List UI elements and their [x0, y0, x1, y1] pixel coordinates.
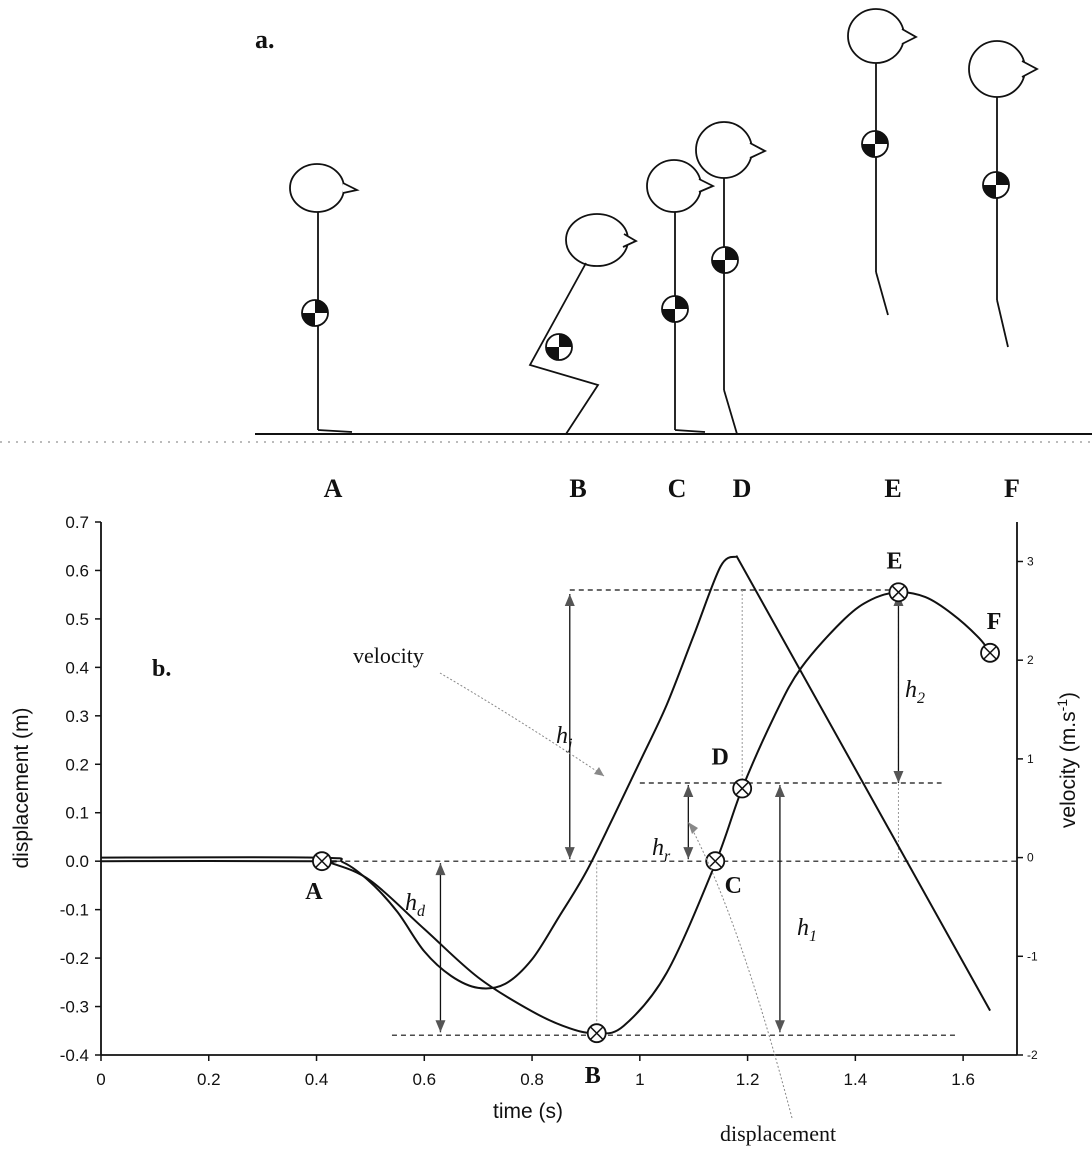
velocity-pointer	[439, 672, 605, 777]
x-tick-label: 1	[635, 1070, 644, 1089]
displacement-pointer	[689, 824, 793, 1119]
center-of-mass-icon	[861, 130, 889, 158]
position-label-c: C	[668, 474, 687, 503]
center-of-mass-icon	[661, 295, 689, 323]
y-tick-label: -0.2	[60, 949, 89, 968]
position-label-f: F	[1004, 474, 1020, 503]
position-label-b: B	[569, 474, 586, 503]
x-tick-label: 1.6	[951, 1070, 975, 1089]
y2-tick-label: -1	[1027, 949, 1038, 963]
x-tick-label: 1.2	[736, 1070, 760, 1089]
event-point-a: A	[305, 851, 332, 905]
panel-b-chart: 0 0.2 0.4 0.6 0.8 1 1.2 1.4 1.6 -0.4 -0.3 -0.2 -0.1…	[10, 513, 1080, 1146]
hj-arrow	[564, 594, 575, 860]
h1-arrow	[774, 785, 785, 1033]
y2-tick-label: 2	[1027, 653, 1034, 667]
x-ticks: 0 0.2 0.4 0.6 0.8 1 1.2 1.4 1.6	[96, 1055, 975, 1089]
position-label-e: E	[884, 474, 901, 503]
y2-tick-label: 3	[1027, 554, 1034, 568]
x-tick-label: 0.8	[520, 1070, 544, 1089]
y-tick-label: 0.5	[65, 610, 89, 629]
h2-symbol: h2	[905, 677, 925, 707]
panel-a-stick-figures: a.	[0, 8, 1092, 503]
y-tick-label: 0.2	[65, 755, 89, 774]
y2-axis-label: velocity (m.s-1)	[1054, 692, 1080, 828]
y-tick-label: 0.7	[65, 513, 89, 532]
event-point-b: B	[585, 1023, 607, 1089]
h2-arrow	[893, 594, 904, 783]
x-axis-label: time (s)	[493, 1100, 563, 1123]
y-tick-label: -0.4	[60, 1046, 89, 1065]
panel-a-title: a.	[255, 25, 275, 54]
event-points: A B C D E F	[305, 548, 1001, 1089]
y-tick-label: -0.1	[60, 901, 89, 920]
y-tick-label: 0.1	[65, 804, 89, 823]
y-tick-label: 0.3	[65, 707, 89, 726]
event-point-label: D	[712, 745, 729, 771]
y-axis-label: displacement (m)	[10, 707, 33, 868]
y-ticks-left: -0.4 -0.3 -0.2 -0.1 0.0 0.1 0.2 0.3 0.4 0.5 0.6 0.7	[60, 513, 101, 1065]
event-point-e: E	[886, 548, 909, 603]
event-point-label: E	[886, 548, 902, 574]
figure-b	[528, 213, 638, 435]
x-tick-label: 1.4	[844, 1070, 868, 1089]
center-of-mass-icon	[545, 333, 573, 361]
hr-symbol: hr	[652, 835, 671, 865]
center-of-mass-icon	[301, 299, 329, 327]
x-tick-label: 0.6	[412, 1070, 436, 1089]
y-tick-label: -0.3	[60, 998, 89, 1017]
y2-tick-label: 0	[1027, 851, 1034, 865]
y-tick-label: 0.6	[65, 561, 89, 580]
center-of-mass-icon	[711, 246, 739, 274]
figure-c	[646, 159, 716, 433]
event-point-label: A	[305, 879, 323, 905]
position-label-d: D	[733, 474, 752, 503]
event-point-c: C	[705, 851, 742, 899]
figure-a	[289, 163, 360, 433]
hj-symbol: hj	[556, 723, 573, 753]
event-point-label: C	[725, 873, 742, 899]
y-tick-label: 0.0	[65, 852, 89, 871]
y-ticks-right: -2 -1 0 1 2 3	[1017, 554, 1038, 1062]
hd-arrow	[435, 863, 446, 1033]
y2-tick-label: -2	[1027, 1048, 1038, 1062]
x-tick-label: 0	[96, 1070, 105, 1089]
position-label-a: A	[324, 474, 343, 503]
event-point-label: F	[987, 609, 1002, 635]
center-of-mass-icon	[982, 171, 1010, 199]
y2-tick-label: 1	[1027, 752, 1034, 766]
panel-b-title: b.	[152, 656, 171, 682]
series-displacement-line	[100, 591, 991, 1035]
event-point-label: B	[585, 1063, 601, 1089]
velocity-annotation: velocity	[353, 643, 424, 668]
y-tick-label: 0.4	[65, 658, 89, 677]
hr-arrow	[683, 785, 694, 860]
h-symbols: hj hr hd h1 h2	[405, 677, 925, 945]
x-tick-label: 0.2	[197, 1070, 221, 1089]
displacement-annotation: displacement	[720, 1121, 836, 1146]
x-tick-label: 0.4	[305, 1070, 329, 1089]
event-point-f: F	[980, 609, 1002, 663]
figure-e	[847, 8, 918, 316]
displacement-pointer-head	[688, 822, 698, 834]
velocity-pointer-head	[594, 767, 604, 776]
series-velocity-line	[100, 555, 991, 1012]
event-point-d: D	[712, 745, 753, 799]
reference-lines	[327, 589, 1017, 1036]
center-of-mass-markers	[301, 130, 1010, 361]
hd-symbol: hd	[405, 890, 426, 920]
figure-d	[695, 121, 768, 435]
h1-symbol: h1	[797, 915, 817, 945]
position-letters: A B C D E F	[324, 474, 1020, 503]
